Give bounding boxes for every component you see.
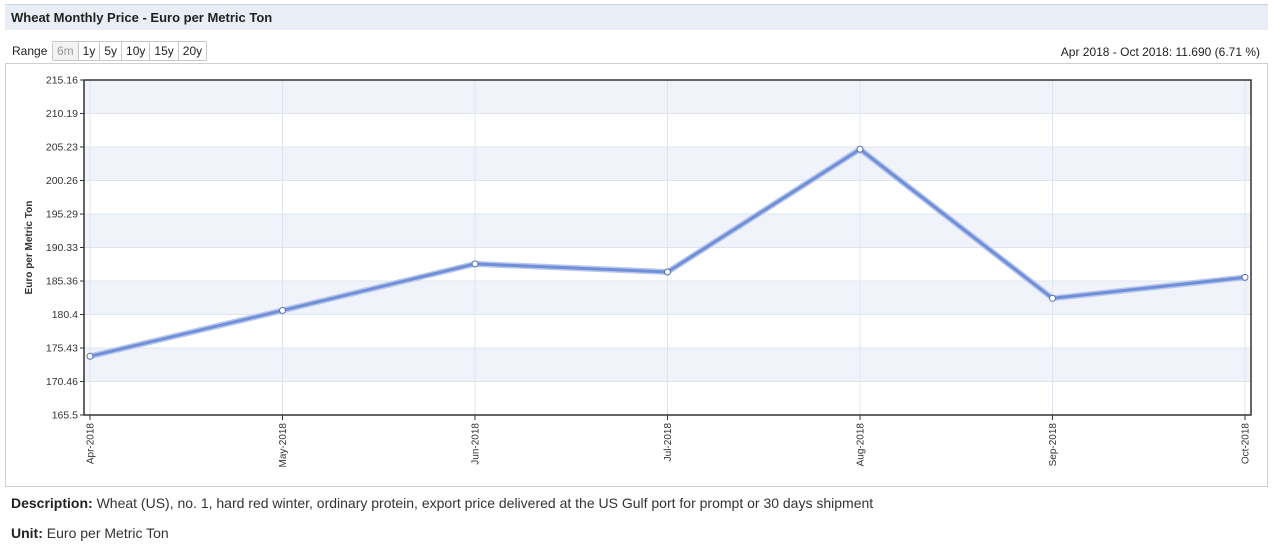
data-point[interactable]: [664, 268, 671, 276]
range-button-6m[interactable]: 6m: [53, 42, 79, 60]
range-label: Range: [12, 44, 48, 58]
y-tick-label: 210.19: [46, 108, 78, 120]
data-point[interactable]: [856, 145, 864, 153]
range-summary: Apr 2018 - Oct 2018: 11.690 (6.71 %): [1060, 45, 1260, 59]
y-tick-label: 170.46: [46, 376, 78, 388]
line-chart: 165.5 170.46 175.43 180.4 185.36 190.33 195.29…: [24, 75, 1252, 468]
range-button-1y[interactable]: 1y: [79, 42, 101, 60]
x-tick-label: Jul-2018: [663, 423, 674, 462]
unit-text: Euro per Metric Ton: [46, 525, 169, 541]
unit-label: Unit:: [11, 525, 43, 541]
description-label: Description:: [11, 495, 93, 511]
y-tick-label: 180.4: [52, 309, 78, 321]
range-button-5y[interactable]: 5y: [100, 42, 123, 60]
x-tick-label: Aug-2018: [856, 423, 867, 467]
plot-border: [83, 79, 1252, 416]
x-tick-label: Sep-2018: [1048, 423, 1059, 467]
y-tick-label: 185.36: [46, 276, 78, 288]
y-tick-label: 200.26: [46, 175, 78, 187]
y-tick-label: 215.16: [46, 75, 78, 87]
x-tick-label: Oct-2018: [1241, 423, 1252, 465]
data-point[interactable]: [86, 352, 94, 360]
y-axis-label: Euro per Metric Ton: [24, 201, 35, 295]
y-tick-label: 205.23: [46, 141, 78, 153]
range-button-10y[interactable]: 10y: [122, 42, 151, 60]
x-tick-label: May-2018: [278, 423, 289, 468]
range-selector: 6m 1y 5y 10y 15y 20y: [52, 41, 208, 61]
data-point[interactable]: [279, 306, 286, 314]
unit-info: Unit: Euro per Metric Ton: [11, 525, 169, 541]
y-tick-label: 165.5: [52, 410, 78, 422]
data-point[interactable]: [471, 260, 479, 268]
x-tick-label: Jun-2018: [471, 423, 482, 465]
x-tick-label: Apr-2018: [86, 423, 97, 465]
y-tick-label: 190.33: [46, 242, 78, 254]
y-tick-label: 195.29: [46, 209, 78, 221]
data-point[interactable]: [1241, 273, 1249, 281]
description: Description: Wheat (US), no. 1, hard red…: [11, 495, 873, 511]
chart-container: 165.5 170.46 175.43 180.4 185.36 190.33 195.29…: [5, 63, 1268, 487]
y-tick-label: 175.43: [46, 343, 78, 355]
data-point[interactable]: [1049, 294, 1056, 302]
range-button-15y[interactable]: 15y: [150, 42, 179, 60]
chart-title: Wheat Monthly Price - Euro per Metric To…: [11, 10, 273, 25]
range-button-20y[interactable]: 20y: [182, 44, 203, 58]
chart-header: Wheat Monthly Price - Euro per Metric To…: [5, 4, 1268, 30]
description-text: Wheat (US), no. 1, hard red winter, ordi…: [96, 495, 874, 511]
